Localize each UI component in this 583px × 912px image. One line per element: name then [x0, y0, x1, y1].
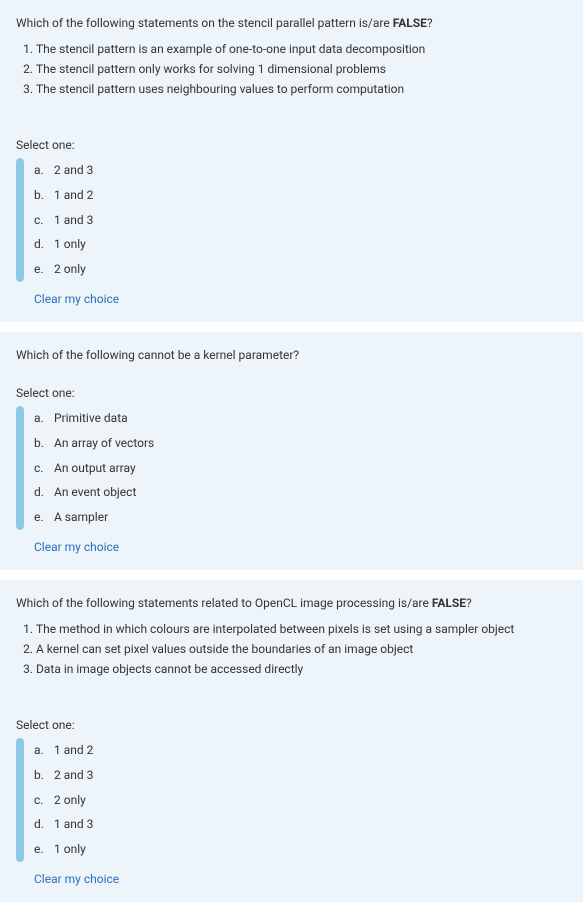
option-text: 2 and 3 [54, 767, 567, 784]
option-letter: c. [34, 212, 54, 229]
option-letter: d. [34, 816, 54, 833]
option-text: 1 and 3 [54, 212, 567, 229]
option-text: 1 and 3 [54, 816, 567, 833]
option-text: 2 only [54, 792, 567, 809]
selection-bar [16, 406, 24, 530]
option-row[interactable]: c.2 only [34, 788, 567, 813]
option-letter: a. [34, 742, 54, 759]
option-text: An output array [54, 460, 567, 477]
option-letter: a. [34, 162, 54, 179]
option-row[interactable]: c.An output array [34, 456, 567, 481]
select-one-label: Select one: [16, 386, 567, 400]
statement-item: Data in image objects cannot be accessed… [36, 660, 567, 678]
option-row[interactable]: a.1 and 2 [34, 738, 567, 763]
option-row[interactable]: d.An event object [34, 480, 567, 505]
option-letter: b. [34, 187, 54, 204]
option-row[interactable]: b.2 and 3 [34, 763, 567, 788]
question-text: Which of the following cannot be a kerne… [16, 346, 567, 364]
option-letter: a. [34, 410, 54, 427]
option-letter: c. [34, 460, 54, 477]
statement-item: The method in which colours are interpol… [36, 620, 567, 638]
option-letter: e. [34, 261, 54, 278]
prompt-bold: FALSE [432, 596, 466, 610]
option-row[interactable]: a.Primitive data [34, 406, 567, 431]
option-letter: e. [34, 841, 54, 858]
prompt-pre: Which of the following statements relate… [16, 596, 432, 610]
option-text: An array of vectors [54, 435, 567, 452]
question-block: Which of the following cannot be a kerne… [0, 332, 583, 570]
option-row[interactable]: e.2 only [34, 257, 567, 282]
prompt-bold: FALSE [393, 16, 427, 30]
statement-item: A kernel can set pixel values outside th… [36, 640, 567, 658]
option-text: An event object [54, 484, 567, 501]
option-row[interactable]: b.1 and 2 [34, 183, 567, 208]
option-row[interactable]: a.2 and 3 [34, 158, 567, 183]
prompt-pre: Which of the following statements on the… [16, 16, 393, 30]
option-text: Primitive data [54, 410, 567, 427]
statement-list: The method in which colours are interpol… [36, 620, 567, 678]
options-group: a.1 and 2b.2 and 3c.2 onlyd.1 and 3e.1 o… [16, 738, 567, 862]
clear-choice-link[interactable]: Clear my choice [34, 540, 567, 554]
option-text: 1 only [54, 841, 567, 858]
select-one-label: Select one: [16, 718, 567, 732]
option-text: 2 and 3 [54, 162, 567, 179]
option-text: A sampler [54, 509, 567, 526]
option-text: 1 and 2 [54, 187, 567, 204]
select-one-label: Select one: [16, 138, 567, 152]
selection-bar [16, 158, 24, 282]
clear-choice-link[interactable]: Clear my choice [34, 292, 567, 306]
statement-item: The stencil pattern uses neighbouring va… [36, 80, 567, 98]
statement-item: The stencil pattern only works for solvi… [36, 60, 567, 78]
option-text: 2 only [54, 261, 567, 278]
option-letter: d. [34, 236, 54, 253]
question-text: Which of the following statements on the… [16, 14, 567, 32]
option-letter: b. [34, 767, 54, 784]
prompt-post: ? [466, 596, 472, 610]
clear-choice-link[interactable]: Clear my choice [34, 872, 567, 886]
option-letter: b. [34, 435, 54, 452]
question-block: Which of the following statements relate… [0, 580, 583, 902]
option-letter: e. [34, 509, 54, 526]
question-text: Which of the following statements relate… [16, 594, 567, 612]
option-row[interactable]: e.1 only [34, 837, 567, 862]
option-letter: c. [34, 792, 54, 809]
option-letter: d. [34, 484, 54, 501]
option-row[interactable]: e.A sampler [34, 505, 567, 530]
selection-bar [16, 738, 24, 862]
prompt-pre: Which of the following cannot be a kerne… [16, 348, 299, 362]
option-text: 1 and 2 [54, 742, 567, 759]
option-row[interactable]: d.1 and 3 [34, 812, 567, 837]
options-group: a.2 and 3b.1 and 2c.1 and 3d.1 onlye.2 o… [16, 158, 567, 282]
option-row[interactable]: b.An array of vectors [34, 431, 567, 456]
statement-list: The stencil pattern is an example of one… [36, 40, 567, 98]
options-group: a.Primitive datab.An array of vectorsc.A… [16, 406, 567, 530]
option-row[interactable]: c.1 and 3 [34, 208, 567, 233]
option-text: 1 only [54, 236, 567, 253]
statement-item: The stencil pattern is an example of one… [36, 40, 567, 58]
question-block: Which of the following statements on the… [0, 0, 583, 322]
option-row[interactable]: d.1 only [34, 232, 567, 257]
prompt-post: ? [427, 16, 433, 30]
